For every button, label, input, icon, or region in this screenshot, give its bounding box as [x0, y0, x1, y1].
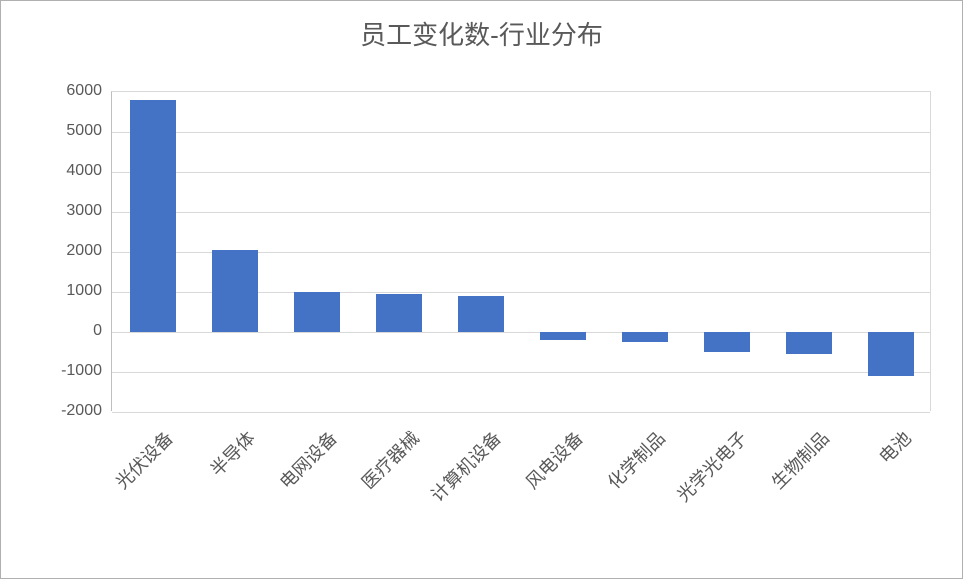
bar	[376, 294, 421, 332]
y-tick-label: 5000	[12, 122, 102, 140]
y-tick-label: 0	[12, 322, 102, 340]
bar	[130, 100, 175, 332]
x-tick-label: 光伏设备	[109, 425, 178, 494]
x-tick-label: 电网设备	[273, 425, 342, 494]
x-tick-label: 生物制品	[765, 425, 834, 494]
x-tick-label: 计算机设备	[424, 425, 506, 507]
bar	[622, 332, 667, 342]
chart-container: 员工变化数-行业分布 -2000 -1000 0 1000 2000 3000 4000 50…	[0, 0, 963, 579]
gridline	[112, 372, 930, 373]
y-tick-label: 4000	[12, 162, 102, 180]
bar	[540, 332, 585, 340]
x-tick-label: 电池	[873, 425, 917, 469]
y-tick-label: 2000	[12, 242, 102, 260]
bar	[212, 250, 257, 332]
y-tick-label: 1000	[12, 282, 102, 300]
y-tick-label: 6000	[12, 82, 102, 100]
y-tick-label: 3000	[12, 202, 102, 220]
x-tick-label: 半导体	[204, 425, 261, 482]
bar	[704, 332, 749, 352]
x-tick-label: 医疗器械	[355, 425, 424, 494]
plot-area	[111, 91, 931, 411]
y-tick-label: -1000	[12, 362, 102, 380]
bar	[458, 296, 503, 332]
x-tick-label: 化学制品	[601, 425, 670, 494]
gridline	[112, 412, 930, 413]
bar	[786, 332, 831, 354]
bar	[294, 292, 339, 332]
bar	[868, 332, 913, 376]
gridline	[112, 212, 930, 213]
gridline	[112, 132, 930, 133]
chart-title: 员工变化数-行业分布	[1, 15, 962, 52]
gridline	[112, 172, 930, 173]
x-tick-label: 风电设备	[519, 425, 588, 494]
x-tick-label: 光学光电子	[670, 425, 752, 507]
y-tick-label: -2000	[12, 402, 102, 420]
